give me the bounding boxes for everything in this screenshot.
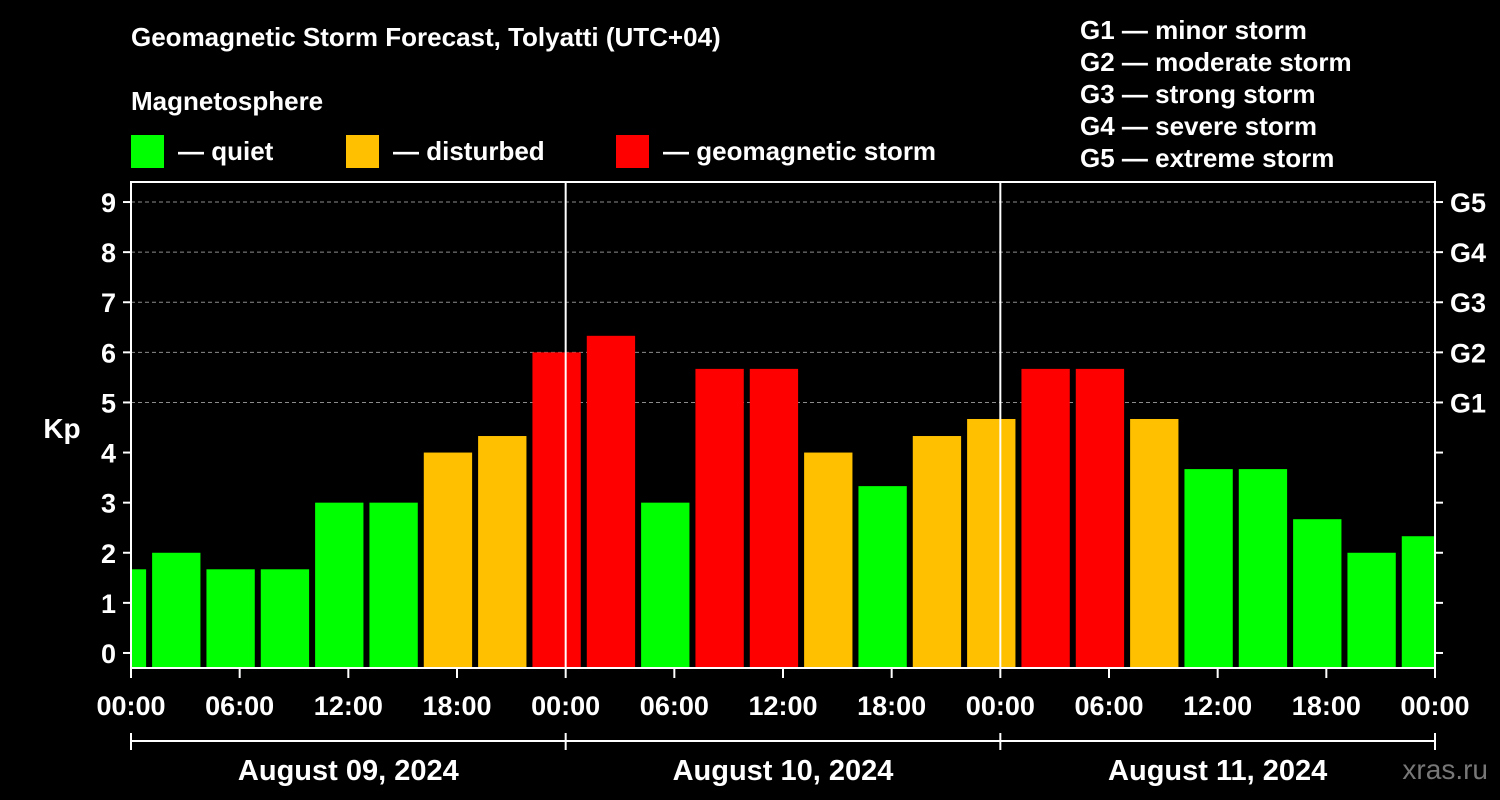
y-tick-label: 2 <box>101 539 116 569</box>
x-tick-label: 00:00 <box>1400 691 1469 721</box>
x-tick-label: 06:00 <box>1074 691 1143 721</box>
legend-disturbed: — disturbed <box>346 134 545 168</box>
kp-bar <box>858 486 907 668</box>
x-tick-label: 18:00 <box>857 691 926 721</box>
watermark: xras.ru <box>1402 754 1488 785</box>
y-tick-label: 7 <box>101 288 116 318</box>
legend-swatch-disturbed <box>346 134 379 168</box>
kp-bar <box>1238 469 1288 668</box>
y-axis-label: Kp <box>43 413 80 444</box>
kp-bar <box>478 436 527 668</box>
y-tick-label: 6 <box>101 338 116 368</box>
kp-bar <box>315 502 364 668</box>
x-tick-label: 00:00 <box>96 691 165 721</box>
kp-bar <box>152 552 201 668</box>
y-tick-label: 5 <box>101 388 116 418</box>
legend-label-quiet: — quiet <box>178 135 274 166</box>
x-tick-label: 12:00 <box>314 691 383 721</box>
y-tick-label: 3 <box>101 489 116 519</box>
g-scale-item: G4 — severe storm <box>1080 111 1318 141</box>
y-tick-label: 4 <box>101 439 116 469</box>
x-tick-label: 18:00 <box>422 691 491 721</box>
kp-bar <box>260 569 310 668</box>
legend-label-disturbed: — disturbed <box>393 135 545 166</box>
bars-group <box>131 335 1435 668</box>
legend-swatch-quiet <box>131 134 164 168</box>
kp-bar <box>804 452 853 668</box>
x-tick-label: 00:00 <box>966 691 1035 721</box>
kp-bar <box>1130 418 1179 668</box>
g-level-label: G4 <box>1450 238 1486 268</box>
kp-bar <box>206 569 255 668</box>
y-tick-label: 0 <box>101 639 116 669</box>
kp-bar <box>749 368 799 668</box>
kp-bar <box>586 335 636 668</box>
g-scale-legend: G1 — minor storm G2 — moderate storm G3 … <box>1080 14 1352 174</box>
magnetosphere-title: Magnetosphere <box>131 86 324 116</box>
kp-bar <box>131 569 147 668</box>
y-tick-label: 1 <box>101 589 116 619</box>
y-tick-label: 8 <box>101 238 116 268</box>
g-level-label: G1 <box>1450 388 1486 418</box>
g-scale-item: G5 — extreme storm <box>1080 143 1335 173</box>
g-level-label: G2 <box>1450 338 1486 368</box>
day-label: August 10, 2024 <box>673 755 894 787</box>
kp-bar <box>1075 368 1125 668</box>
g-level-label: G3 <box>1450 288 1486 318</box>
kp-bar <box>1021 368 1070 668</box>
g-scale-item: G1 — minor storm <box>1080 15 1307 45</box>
x-tick-label: 12:00 <box>1183 691 1252 721</box>
y-tick-label: 9 <box>101 188 116 218</box>
chart-title: Geomagnetic Storm Forecast, Tolyatti (UT… <box>131 22 721 52</box>
legend-swatch-storm <box>616 134 649 168</box>
day-label: August 11, 2024 <box>1108 755 1327 787</box>
x-tick-label: 00:00 <box>531 691 600 721</box>
kp-bar <box>641 502 690 668</box>
kp-bar <box>369 502 418 668</box>
kp-bar <box>1347 552 1396 668</box>
g-scale-item: G3 — strong storm <box>1080 79 1316 109</box>
legend-label-storm: — geomagnetic storm <box>663 135 937 166</box>
kp-bar <box>1401 536 1435 668</box>
kp-bar <box>423 452 473 668</box>
kp-bar <box>1184 469 1233 668</box>
kp-bar <box>912 436 962 668</box>
x-tick-label: 06:00 <box>205 691 274 721</box>
kp-bar <box>967 418 1016 668</box>
g-scale-item: G2 — moderate storm <box>1080 47 1352 77</box>
g-level-label: G5 <box>1450 188 1486 218</box>
day-label: August 09, 2024 <box>238 755 459 787</box>
kp-bar <box>532 352 581 668</box>
x-tick-label: 06:00 <box>640 691 709 721</box>
kp-bar <box>1293 519 1342 668</box>
legend-quiet: — quiet <box>131 134 273 168</box>
x-tick-label: 18:00 <box>1292 691 1361 721</box>
kp-bar <box>695 368 744 668</box>
legend-storm: — geomagnetic storm <box>616 134 936 168</box>
x-tick-label: 12:00 <box>748 691 817 721</box>
